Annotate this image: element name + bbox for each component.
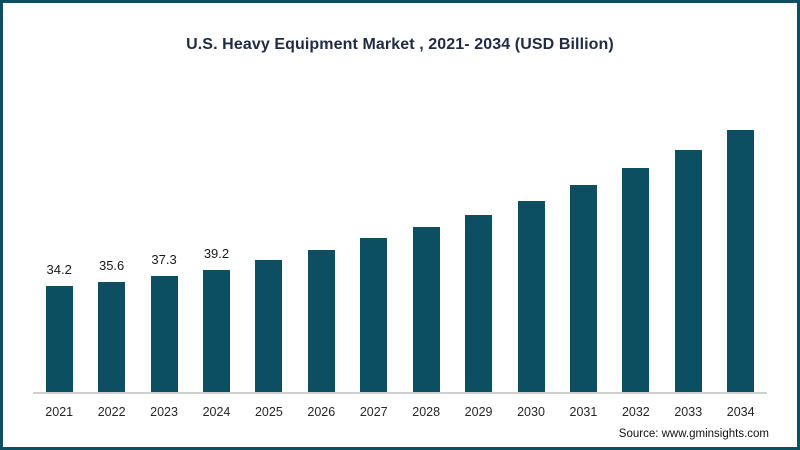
bar-column (557, 161, 609, 392)
x-tick-label: 2031 (569, 405, 598, 419)
bar-column (400, 203, 452, 392)
bar-column: 35.6 (85, 258, 137, 392)
bar-2029 (465, 215, 493, 392)
x-tick-label: 2022 (97, 405, 126, 419)
x-tick-label: 2030 (517, 405, 545, 419)
x-tick-label: 2027 (359, 405, 388, 419)
x-tick-label: 2032 (621, 405, 650, 419)
x-tick-label: 2029 (464, 405, 493, 419)
bar-2022 (98, 282, 126, 392)
bar-2025 (255, 260, 283, 392)
bar-column: 39.2 (190, 246, 242, 392)
bar-column (452, 191, 504, 392)
chart-title: U.S. Heavy Equipment Market , 2021- 2034… (186, 36, 614, 53)
x-tick-label: 2021 (45, 405, 74, 419)
source-attribution: Source: www.gminsights.com (618, 428, 769, 440)
x-tick-label: 2033 (674, 405, 703, 419)
x-tick-label: 2023 (150, 405, 178, 419)
x-tick-label: 2025 (254, 405, 283, 419)
bar-column (348, 214, 400, 392)
bar-value-label: 37.3 (151, 252, 177, 267)
x-tick-label: 2034 (726, 405, 755, 419)
bar-2026 (307, 250, 335, 392)
bar-2023 (150, 276, 178, 392)
bar-column (295, 226, 347, 392)
bar-2030 (517, 201, 545, 392)
x-tick-label: 2024 (202, 405, 231, 419)
bar-value-label: 39.2 (203, 246, 230, 261)
bar-2033 (674, 150, 702, 392)
bar-2021 (45, 286, 73, 392)
plot-area: 34.2 35.6 37.3 39.2 (33, 84, 767, 394)
bar-value-label: 34.2 (46, 262, 72, 277)
bar-column (662, 126, 714, 392)
bar-2028 (412, 227, 440, 392)
bar-column (714, 106, 766, 392)
x-tick-label: 2026 (307, 405, 336, 419)
bar-column: 37.3 (138, 252, 190, 392)
bar-2032 (622, 168, 650, 392)
x-tick-label: 2028 (412, 405, 441, 419)
bar-value-label: 35.6 (98, 258, 125, 273)
bar-column (610, 144, 662, 392)
bar-column (505, 177, 557, 392)
bar-2031 (569, 185, 597, 392)
bar-2034 (727, 130, 755, 392)
bar-2024 (202, 270, 230, 392)
bar-2027 (360, 238, 388, 392)
bar-column: 34.2 (33, 262, 85, 392)
x-axis-labels: 2021 2022 2023 2024 2025 2026 2027 2028 2029 2030… (33, 405, 767, 419)
bar-column (243, 236, 295, 392)
